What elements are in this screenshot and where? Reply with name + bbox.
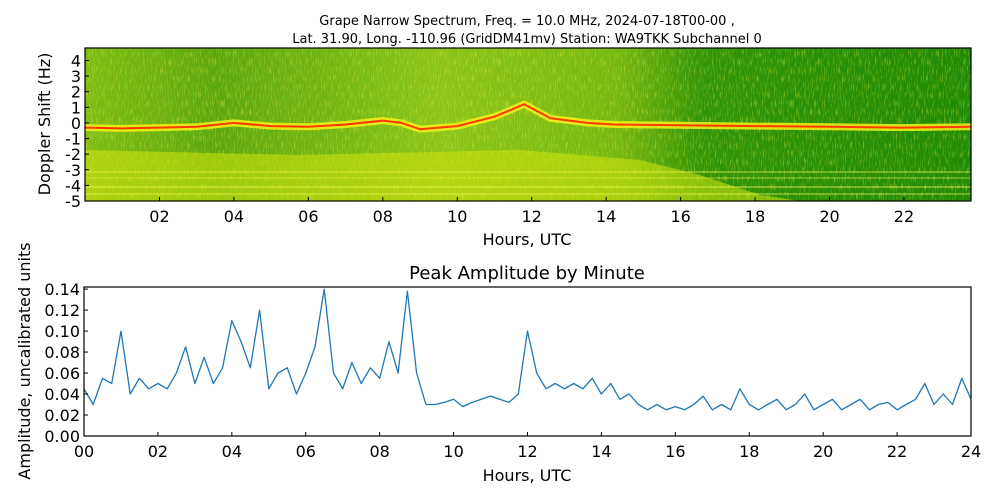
spectrogram-x-tick-label: 14 (596, 207, 616, 226)
amplitude-x-tick-label: 02 (148, 442, 168, 461)
amplitude-x-tick-label: 18 (739, 442, 759, 461)
amplitude-x-tick-label: 20 (813, 442, 833, 461)
spectrogram-x-tick-label: 20 (819, 207, 839, 226)
spectrogram-y-tick-label: 2 (71, 83, 81, 102)
spectrogram-x-tick-label: 12 (522, 207, 542, 226)
spectrogram-y-tick-label: 0 (71, 114, 81, 133)
amplitude-y-tick-label: 0.12 (44, 301, 80, 320)
amplitude-x-tick-label: 00 (74, 442, 94, 461)
spectrogram-x-axis: 02 04 06 08 10 12 14 16 18 20 22 (149, 197, 914, 226)
amplitude-x-axis: 00 02 04 06 08 10 12 14 16 18 20 22 24 (74, 432, 981, 461)
spectrogram-y-label: Doppler Shift (Hz) (35, 53, 54, 196)
spectrogram-y-tick-label: 1 (71, 98, 81, 117)
spectrogram-y-tick-label: -5 (65, 192, 81, 211)
amplitude-y-tick-label: 0.10 (44, 322, 80, 341)
spectrogram-plot (85, 48, 971, 201)
amplitude-y-label: Amplitude, uncalibrated units (15, 242, 34, 479)
spectrogram-x-tick-label: 08 (373, 207, 393, 226)
amplitude-x-tick-label: 16 (665, 442, 685, 461)
spectrogram-x-tick-label: 04 (224, 207, 244, 226)
spectrogram-x-tick-label: 10 (447, 207, 467, 226)
amplitude-title: Peak Amplitude by Minute (409, 263, 645, 284)
amplitude-x-tick-label: 22 (887, 442, 907, 461)
amplitude-x-label: Hours, UTC (483, 466, 572, 485)
spectrogram-frame (84, 47, 972, 202)
amplitude-x-tick-label: 04 (222, 442, 242, 461)
spectrogram-y-tick-label: -4 (65, 176, 81, 195)
spectrogram-y-tick-label: -2 (65, 145, 81, 164)
amplitude-x-tick-label: 06 (296, 442, 316, 461)
spectrogram-x-tick-label: 18 (745, 207, 765, 226)
amplitude-y-tick-label: 0.02 (44, 406, 80, 425)
amplitude-y-tick-label: 0.00 (44, 427, 80, 446)
spectrogram-y-tick-label: -3 (65, 161, 81, 180)
amplitude-series-line (84, 288, 971, 411)
spectrogram-x-tick-label: 06 (298, 207, 318, 226)
spectrogram-y-tick-label: 4 (71, 51, 81, 70)
amplitude-x-tick-label: 24 (961, 442, 981, 461)
spectrogram-x-tick-label: 16 (670, 207, 690, 226)
amplitude-y-tick-label: 0.06 (44, 364, 80, 383)
spectrogram-x-label: Hours, UTC (483, 230, 572, 249)
amplitude-y-tick-label: 0.04 (44, 385, 80, 404)
amplitude-y-tick-label: 0.14 (44, 280, 80, 299)
spectrum-title-line2: Lat. 31.90, Long. -110.96 (GridDM41mv) S… (292, 32, 762, 47)
carrier-trace (85, 103, 971, 131)
amplitude-x-tick-label: 14 (591, 442, 611, 461)
amplitude-x-tick-label: 08 (369, 442, 389, 461)
spectrum-title-line1: Grape Narrow Spectrum, Freq. = 10.0 MHz,… (319, 14, 734, 29)
spectrogram-y-tick-label: -1 (65, 130, 81, 149)
amplitude-y-axis: 0.00 0.02 0.04 0.06 0.08 0.10 0.12 0.14 (44, 280, 88, 446)
amplitude-x-tick-label: 12 (517, 442, 537, 461)
spectrogram-x-tick-label: 02 (149, 207, 169, 226)
spectrogram-lower-band (85, 150, 800, 201)
amplitude-x-tick-label: 10 (443, 442, 463, 461)
amplitude-y-tick-label: 0.08 (44, 343, 80, 362)
spectrogram-x-tick-label: 22 (894, 207, 914, 226)
amplitude-plot-area (84, 287, 971, 436)
spectrogram-y-tick-label: 3 (71, 67, 81, 86)
